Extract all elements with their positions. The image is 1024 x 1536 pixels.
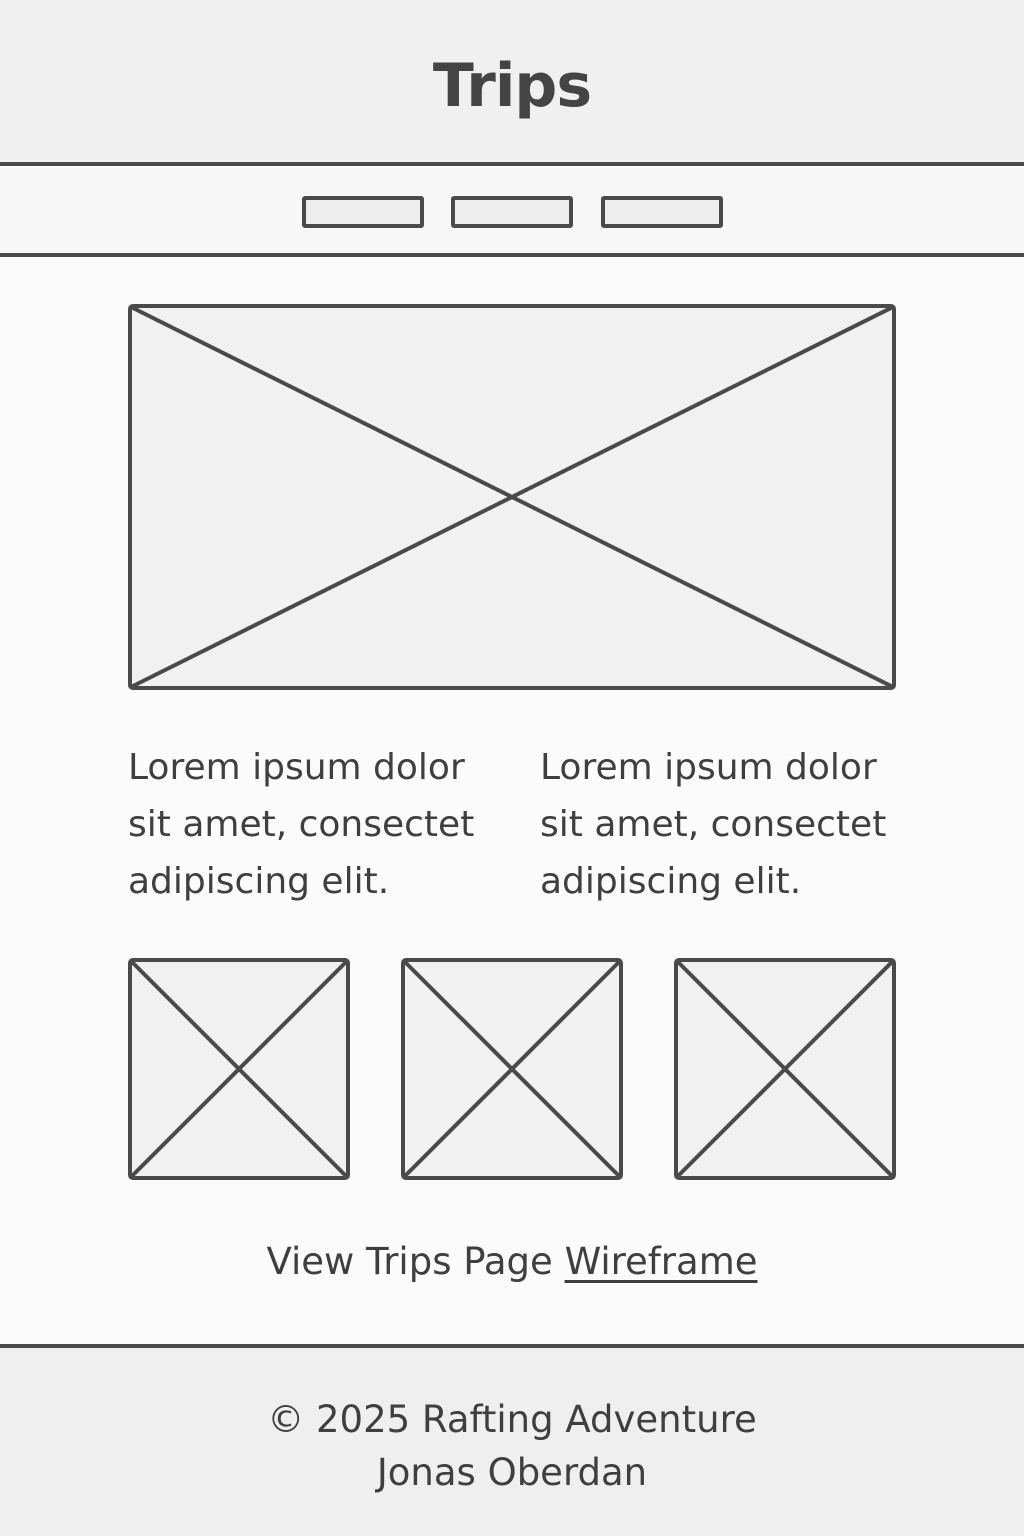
header-divider <box>0 162 1024 166</box>
page-footer: © 2025 Rafting Adventure Jonas Oberdan <box>0 1348 1024 1536</box>
main-content: Lorem ipsum dolor sit amet, consectet ad… <box>0 258 1024 1344</box>
nav-button-3[interactable] <box>601 196 723 228</box>
thumbnail-placeholder-3 <box>674 958 896 1180</box>
footer-author: Jonas Oberdan <box>376 1451 648 1494</box>
text-column-left: Lorem ipsum dolor sit amet, consectet ad… <box>128 747 475 902</box>
view-wireframe-row: View Trips Page Wireframe <box>0 1238 1024 1286</box>
page-header: Trips <box>0 0 1024 164</box>
image-placeholder-icon <box>401 958 623 1180</box>
nav-divider <box>0 253 1024 257</box>
image-placeholder-icon <box>128 958 350 1180</box>
nav-button-2[interactable] <box>451 196 573 228</box>
nav-bar <box>0 168 1024 254</box>
view-wireframe-prefix: View Trips Page <box>266 1240 565 1283</box>
thumbnail-placeholder-2 <box>401 958 623 1180</box>
page-title: Trips <box>432 51 592 121</box>
footer-divider <box>0 1344 1024 1348</box>
wireframe-link[interactable]: Wireframe <box>564 1240 758 1283</box>
footer-copyright: © 2025 Rafting Adventure <box>267 1398 757 1441</box>
text-column-right: Lorem ipsum dolor sit amet, consectet ad… <box>540 747 887 902</box>
nav-button-1[interactable] <box>302 196 424 228</box>
image-placeholder-icon <box>128 304 896 690</box>
image-placeholder-icon <box>674 958 896 1180</box>
hero-image-placeholder <box>128 304 896 690</box>
thumbnail-placeholder-1 <box>128 958 350 1180</box>
